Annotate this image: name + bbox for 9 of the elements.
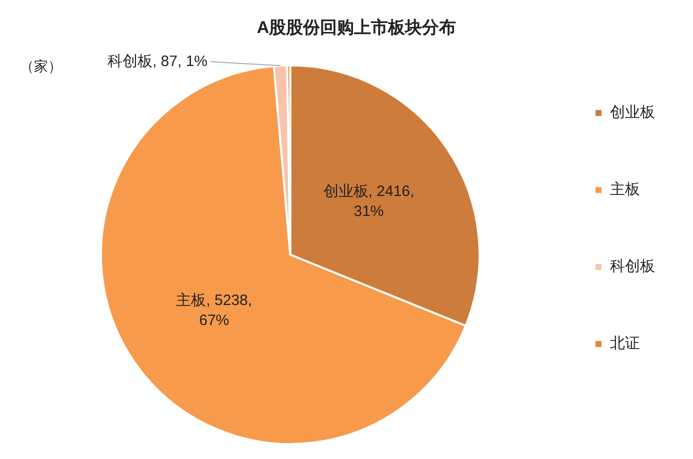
legend-label: 科创板 xyxy=(610,258,655,276)
text: （家） xyxy=(20,58,62,74)
legend-label: 创业板 xyxy=(610,104,655,122)
chart-title: A股股份回购上市板块分布 xyxy=(256,18,456,37)
legend-label: 主板 xyxy=(610,181,640,198)
data-label: 主板, 5238, 67% xyxy=(176,292,252,330)
data-label: 科创板, 87, 1% xyxy=(107,52,208,70)
data-label: 创业板, 2416, 31% xyxy=(323,182,414,220)
legend-label: 北证 xyxy=(610,335,640,352)
